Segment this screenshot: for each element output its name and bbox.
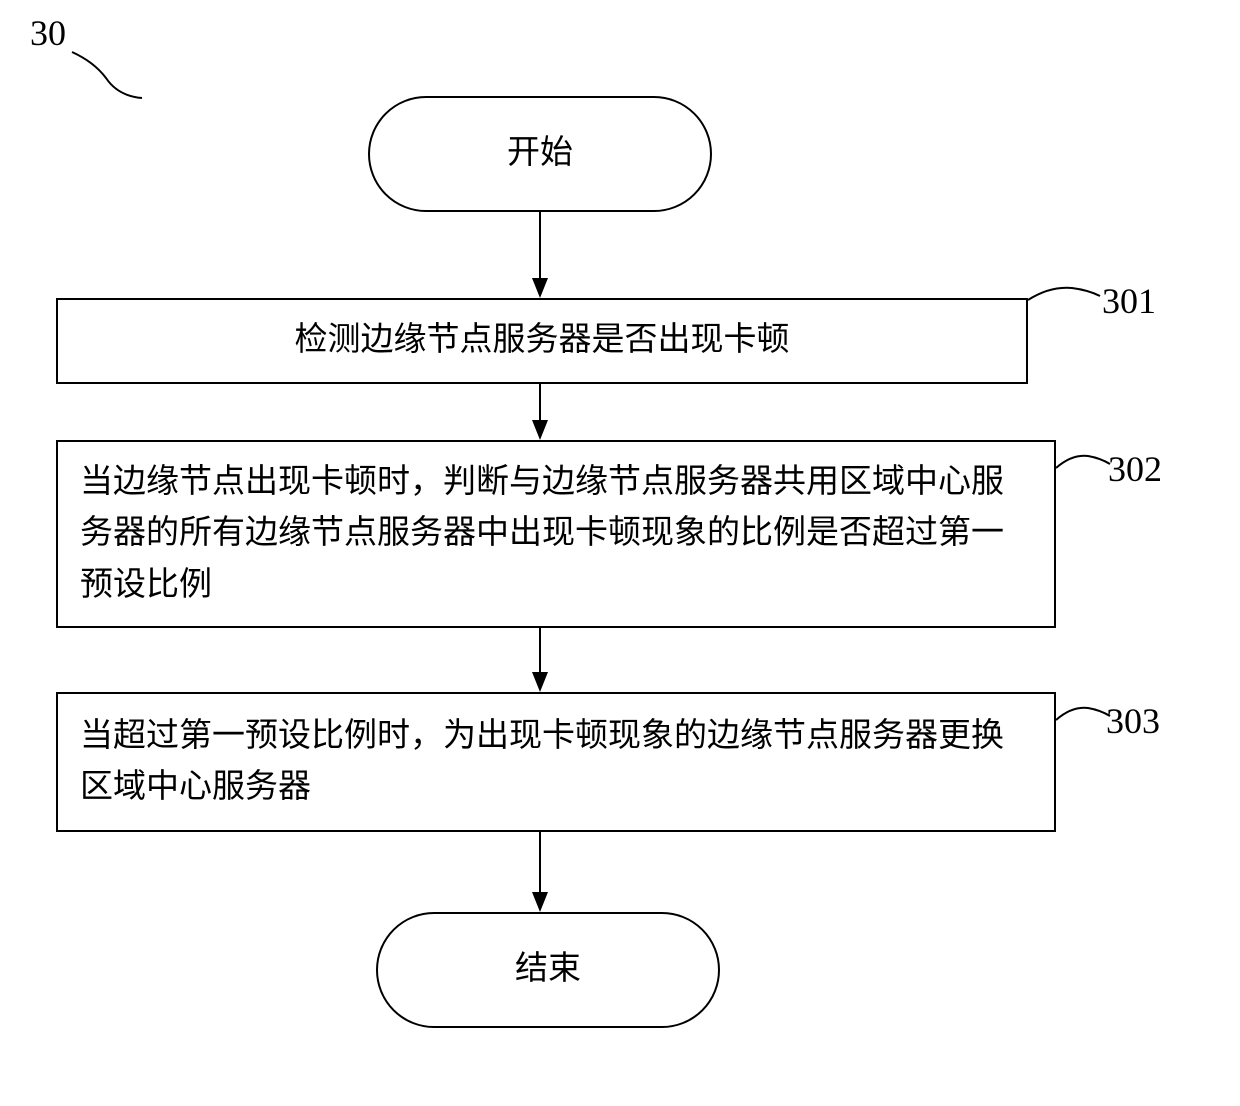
node-step-302-text: 当边缘节点出现卡顿时，判断与边缘节点服务器共用区域中心服务器的所有边缘节点服务器… [80, 457, 1032, 610]
node-step-303-text: 当超过第一预设比例时，为出现卡顿现象的边缘节点服务器更换区域中心服务器 [80, 711, 1032, 813]
node-step-301: 检测边缘节点服务器是否出现卡顿 [56, 298, 1028, 384]
label-303-text: 303 [1106, 701, 1160, 741]
node-step-302: 当边缘节点出现卡顿时，判断与边缘节点服务器共用区域中心服务器的所有边缘节点服务器… [56, 440, 1056, 628]
edge-301-302 [528, 384, 552, 440]
label-301-text: 301 [1102, 281, 1156, 321]
label-301: 301 [1102, 280, 1156, 322]
figure-ref-text: 30 [30, 13, 66, 53]
label-302: 302 [1108, 448, 1162, 490]
node-end-text: 结束 [515, 944, 581, 995]
label-302-text: 302 [1108, 449, 1162, 489]
node-start: 开始 [368, 96, 712, 212]
node-step-303: 当超过第一预设比例时，为出现卡顿现象的边缘节点服务器更换区域中心服务器 [56, 692, 1056, 832]
edge-303-end [528, 832, 552, 912]
node-start-text: 开始 [507, 128, 573, 179]
leader-302 [1054, 450, 1114, 486]
figure-ref-label: 30 [30, 12, 66, 54]
node-step-301-text: 检测边缘节点服务器是否出现卡顿 [295, 315, 790, 366]
label-303: 303 [1106, 700, 1160, 742]
node-end: 结束 [376, 912, 720, 1028]
leader-303 [1054, 702, 1114, 738]
edge-302-303 [528, 628, 552, 692]
edge-start-301 [528, 212, 552, 298]
leader-301 [1024, 282, 1104, 322]
flowchart-canvas: 30 开始 检测边缘节点服务器是否出现卡顿 301 当边缘节点出现卡顿时，判断与… [0, 0, 1240, 1106]
figure-ref-leader [62, 48, 152, 108]
